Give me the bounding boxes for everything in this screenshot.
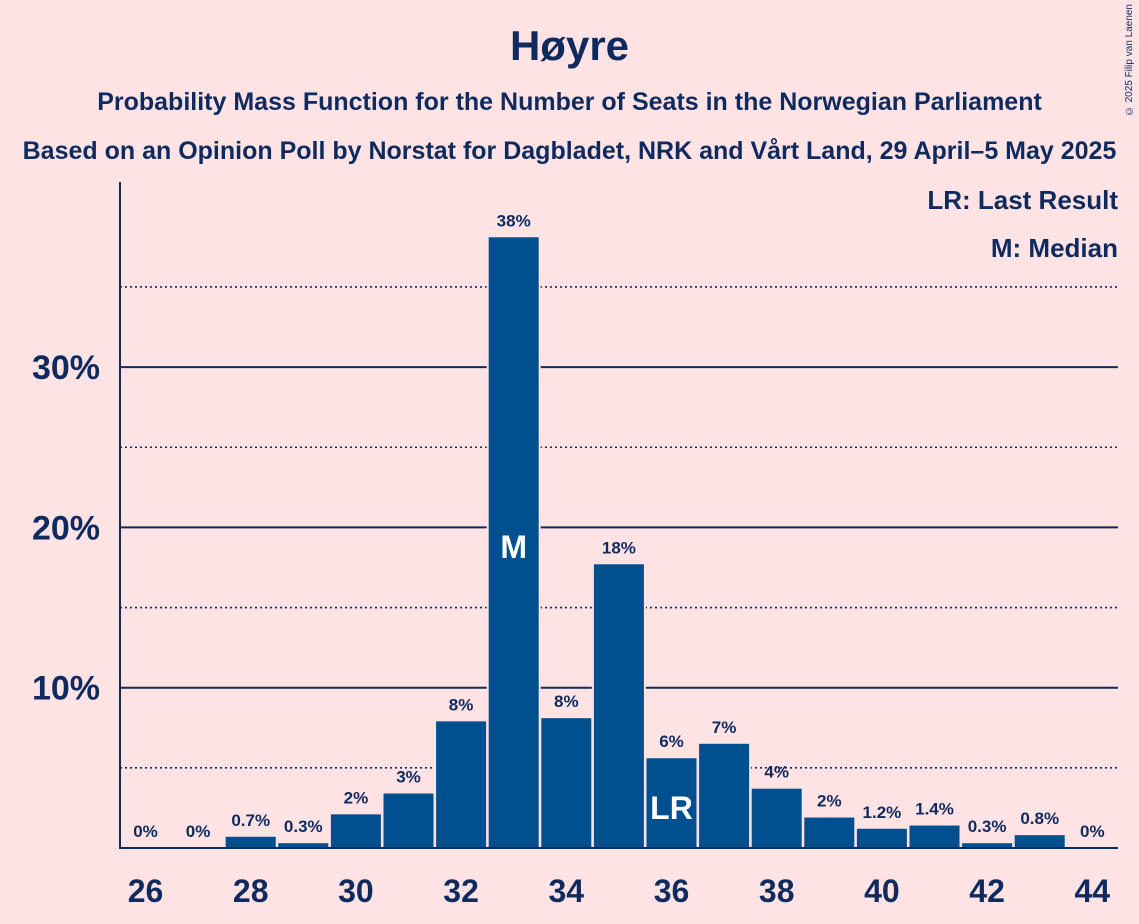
legend-last-result: LR: Last Result bbox=[927, 185, 1118, 215]
x-tick-label: 32 bbox=[443, 873, 479, 909]
bar-value-label: 6% bbox=[659, 732, 684, 751]
x-tick-label: 34 bbox=[549, 873, 585, 909]
bar bbox=[646, 758, 697, 848]
bar-value-label: 2% bbox=[344, 788, 369, 807]
bars bbox=[223, 235, 1067, 848]
bar-value-label: 0.3% bbox=[968, 817, 1007, 836]
x-tick-label: 40 bbox=[864, 873, 900, 909]
chart-source-line: Based on an Opinion Poll by Norstat for … bbox=[22, 137, 1117, 165]
x-tick-label: 42 bbox=[969, 873, 1005, 909]
x-tick-label: 44 bbox=[1075, 873, 1111, 909]
chart-title: Høyre bbox=[509, 22, 630, 69]
x-tick-label: 26 bbox=[128, 873, 164, 909]
bar-value-label: 0.7% bbox=[231, 811, 270, 830]
bar bbox=[856, 828, 907, 848]
bar bbox=[278, 843, 329, 848]
bar-value-label: 1.2% bbox=[863, 803, 902, 822]
median-marker: M bbox=[500, 529, 527, 565]
x-tick-label: 28 bbox=[233, 873, 269, 909]
x-tick-label: 36 bbox=[654, 873, 690, 909]
chart-subtitle: Probability Mass Function for the Number… bbox=[97, 88, 1042, 116]
y-tick-label: 10% bbox=[32, 670, 100, 708]
bar-value-label: 3% bbox=[396, 767, 421, 786]
y-tick-label: 20% bbox=[32, 509, 100, 547]
bar-value-label: 2% bbox=[817, 792, 842, 811]
bar bbox=[330, 814, 381, 848]
last-result-marker: LR bbox=[650, 790, 693, 826]
bar-value-label: 0% bbox=[186, 822, 211, 841]
bar-value-label: 0% bbox=[133, 822, 158, 841]
bar-value-label: 4% bbox=[764, 763, 789, 782]
legend-median: M: Median bbox=[991, 233, 1118, 263]
bar bbox=[751, 788, 802, 848]
y-tick-label: 30% bbox=[32, 349, 100, 387]
bar-labels: 0% 0% 0.7% 0.3% 2% 3% 8% 38% 8% 18% 6% 7% 4% 2% 1.2% 1.… bbox=[133, 211, 1104, 841]
axes: 10% 20% 30% 26 28 30 32 34 36 38 40 42 44 bbox=[32, 182, 1118, 909]
bar-value-label: 7% bbox=[712, 718, 737, 737]
bar-value-label: 0.3% bbox=[284, 817, 323, 836]
bar bbox=[962, 843, 1013, 848]
bar bbox=[1014, 835, 1065, 848]
bar-value-label: 1.4% bbox=[915, 800, 954, 819]
bar-value-label: 18% bbox=[602, 538, 636, 557]
bar bbox=[909, 825, 960, 848]
x-tick-label: 30 bbox=[338, 873, 374, 909]
bar bbox=[383, 793, 434, 848]
bar-value-label: 8% bbox=[449, 695, 474, 714]
gridlines bbox=[120, 286, 1118, 769]
bar-value-label: 8% bbox=[554, 692, 579, 711]
bar bbox=[699, 743, 750, 848]
bar bbox=[804, 817, 855, 848]
bar-value-label: 0% bbox=[1080, 822, 1105, 841]
bar-value-label: 0.8% bbox=[1020, 809, 1059, 828]
bar bbox=[436, 721, 487, 848]
bar bbox=[593, 564, 644, 848]
bar bbox=[225, 836, 276, 848]
bar bbox=[488, 237, 539, 848]
x-tick-label: 38 bbox=[759, 873, 795, 909]
bar bbox=[541, 718, 592, 848]
bar-value-label: 38% bbox=[497, 211, 531, 230]
